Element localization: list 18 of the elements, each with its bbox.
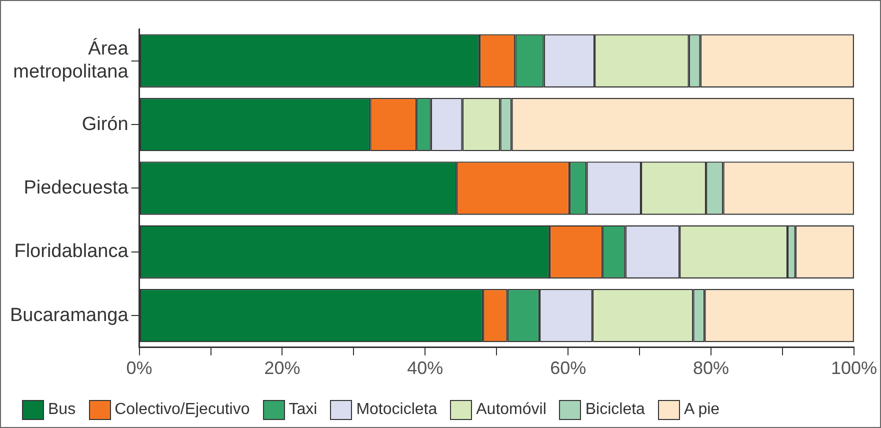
x-tick-label: 40% [407, 358, 444, 378]
legend-label: A pie [684, 401, 720, 419]
legend-label: Bus [48, 401, 76, 419]
legend-label: Motocicleta [356, 401, 438, 419]
legend-label: Automóvil [476, 401, 546, 419]
legend-label: Bicicleta [585, 401, 645, 419]
y-tick-label: Bucaramanga [10, 304, 129, 326]
y-tick-label: Área metropolitana [13, 38, 129, 82]
y-tick-label: Girón [82, 114, 128, 135]
x-tick-label: 0% [126, 358, 152, 378]
x-tick-label: 60% [550, 358, 586, 378]
x-tick-label: 20% [264, 358, 300, 378]
x-tick-label: 100% [830, 358, 878, 378]
x-tick-label: 80% [693, 358, 730, 378]
y-tick-label: Piedecuesta [24, 177, 129, 198]
legend-label: Colectivo/Ejecutivo [114, 401, 250, 419]
y-tick-label: Floridablanca [14, 241, 129, 262]
legend-label: Taxi [288, 401, 318, 419]
